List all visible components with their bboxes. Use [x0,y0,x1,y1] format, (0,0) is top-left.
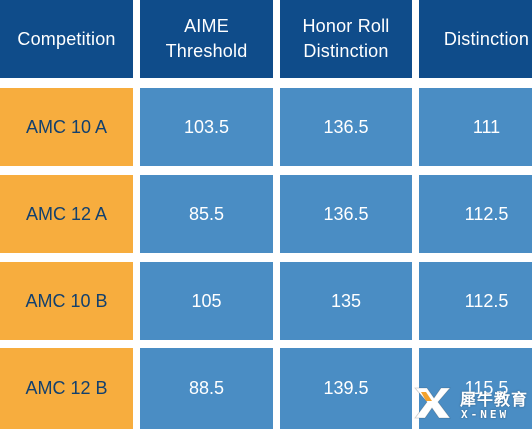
table-row: AMC 12 A 85.5 136.5 112.5 [0,175,532,253]
honor-roll-cell: 136.5 [280,88,412,166]
header-competition: Competition [0,0,133,78]
distinction-cell: 112.5 [419,262,532,340]
competition-cell: AMC 12 A [0,175,133,253]
distinction-cell: 111 [419,88,532,166]
table-row: AMC 12 B 88.5 139.5 115.5 [0,348,532,429]
aime-threshold-cell: 85.5 [140,175,273,253]
header-honor-line1: Honor Roll [302,16,390,36]
distinction-cell: 112.5 [419,175,532,253]
header-aime-threshold: AIME Threshold [140,0,273,78]
header-distinction: Distinction [419,0,532,78]
competition-cell: AMC 12 B [0,348,133,429]
aime-threshold-cell: 103.5 [140,88,273,166]
honor-roll-cell: 135 [280,262,412,340]
aime-threshold-cell: 88.5 [140,348,273,429]
header-aime-line1: AIME [184,16,229,36]
header-distinction-label: Distinction [443,28,530,49]
competition-cell: AMC 10 A [0,88,133,166]
header-honor-roll-distinction: Honor Roll Distinction [280,0,412,78]
table-header-row: Competition AIME Threshold Honor Roll Di… [0,0,532,78]
honor-roll-cell: 139.5 [280,348,412,429]
aime-threshold-cell: 105 [140,262,273,340]
table-row: AMC 10 A 103.5 136.5 111 [0,88,532,166]
header-competition-label: Competition [17,28,116,49]
header-aime-line2: Threshold [165,41,248,61]
competition-cell: AMC 10 B [0,262,133,340]
distinction-cell: 115.5 [419,348,532,429]
honor-roll-cell: 136.5 [280,175,412,253]
header-honor-line2: Distinction [303,41,389,61]
table-row: AMC 10 B 105 135 112.5 [0,262,532,340]
